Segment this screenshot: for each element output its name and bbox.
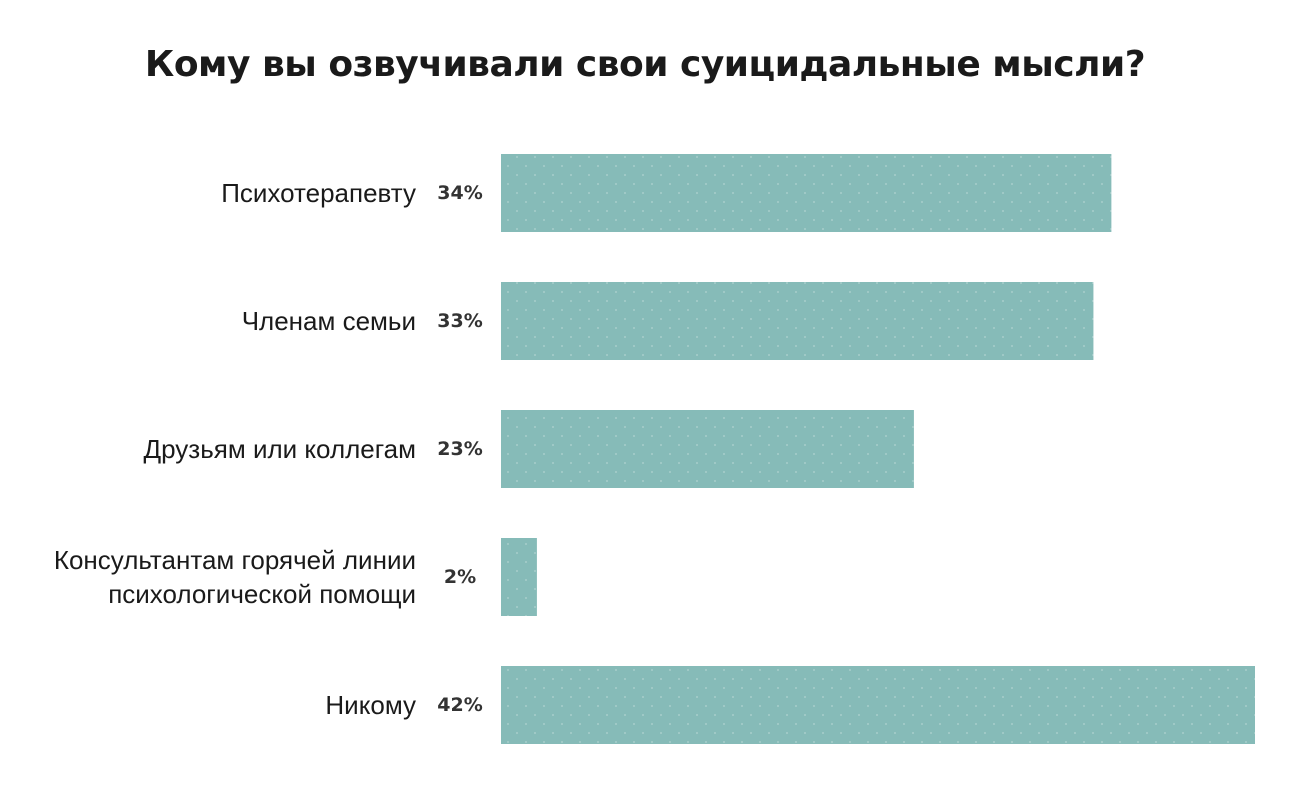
bar-texture xyxy=(501,538,537,616)
bars-layer: 34% Психотерапевту 33% Членам семьи 23% Друзь… xyxy=(54,154,1255,744)
value-label: 33% xyxy=(437,310,482,332)
value-label: 34% xyxy=(437,182,482,204)
chart-title: Кому вы озвучивали свои суицидальные мыс… xyxy=(144,44,1146,85)
category-label-line: Друзьям или коллегам xyxy=(144,434,416,464)
bar-group: 42% Никому xyxy=(325,666,1255,744)
category-label: Психотерапевту xyxy=(221,178,416,208)
category-label: Членам семьи xyxy=(242,306,416,336)
bar-group: 2% Консультантам горячей линии психологиче… xyxy=(54,538,537,616)
value-label: 23% xyxy=(437,438,482,460)
bar-group: 33% Членам семьи xyxy=(242,282,1094,360)
category-label-line: Членам семьи xyxy=(242,306,416,336)
category-label-line: Никому xyxy=(325,690,416,720)
bar-group: 34% Психотерапевту xyxy=(221,154,1112,232)
bar-texture xyxy=(501,410,914,488)
value-label: 2% xyxy=(444,566,476,588)
category-label: Консультантам горячей линии психологическ… xyxy=(54,545,416,609)
category-label-line: Психотерапевту xyxy=(221,178,416,208)
bar-texture xyxy=(501,666,1255,744)
category-label: Никому xyxy=(325,690,416,720)
bar-texture xyxy=(501,154,1112,232)
value-label: 42% xyxy=(437,694,482,716)
category-label-line: Консультантам горячей линии xyxy=(54,545,416,575)
category-label-line: психологической помощи xyxy=(108,579,416,609)
bar-texture xyxy=(501,282,1094,360)
category-label: Друзьям или коллегам xyxy=(144,434,416,464)
bar-group: 23% Друзьям или коллегам xyxy=(144,410,914,488)
